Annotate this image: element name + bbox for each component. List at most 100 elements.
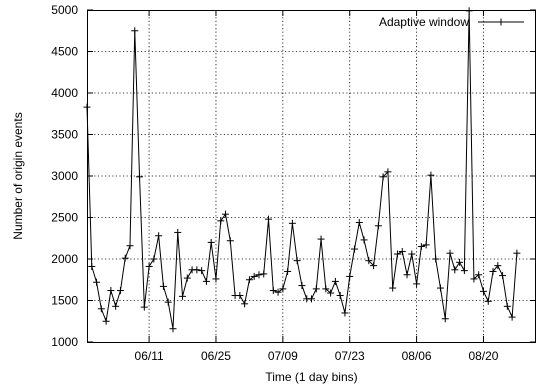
legend: Adaptive window xyxy=(379,15,524,29)
data-point xyxy=(274,288,282,296)
x-tick-label: 06/25 xyxy=(201,349,231,363)
x-axis: 06/11 06/25 07/09 07/23 08/06 08/20 xyxy=(135,10,499,363)
data-point xyxy=(179,292,187,300)
data-point xyxy=(494,262,502,270)
data-point xyxy=(465,7,473,15)
data-point xyxy=(403,271,411,279)
y-tick-label: 4000 xyxy=(51,86,78,100)
data-point xyxy=(159,282,167,290)
data-point xyxy=(389,284,397,292)
legend-point-mark xyxy=(497,18,505,26)
data-point xyxy=(393,250,401,258)
data-point xyxy=(308,295,315,303)
data-point xyxy=(484,297,492,305)
data-point xyxy=(346,272,354,280)
y-axis-label: Number of origin events xyxy=(11,112,25,239)
data-point xyxy=(212,275,220,283)
data-point xyxy=(413,280,421,288)
data-point xyxy=(470,275,478,283)
y-tick-label: 2500 xyxy=(51,211,78,225)
data-point xyxy=(193,266,201,274)
data-point xyxy=(417,243,425,251)
data-point xyxy=(336,292,344,300)
data-point xyxy=(107,287,115,295)
data-point xyxy=(331,277,339,285)
data-point xyxy=(112,302,120,310)
data-point xyxy=(432,255,440,263)
data-point xyxy=(164,298,172,306)
y-tick-label: 2000 xyxy=(51,252,78,266)
data-point xyxy=(350,245,358,253)
data-point xyxy=(312,285,320,293)
data-point xyxy=(126,242,134,250)
data-point xyxy=(150,255,158,263)
data-point xyxy=(236,292,244,300)
data-point xyxy=(446,249,454,257)
data-point xyxy=(365,257,373,265)
y-tick-label: 5000 xyxy=(51,3,78,17)
data-point xyxy=(245,276,253,284)
data-point xyxy=(422,241,430,249)
data-point xyxy=(121,254,129,262)
data-point xyxy=(250,272,258,280)
data-point xyxy=(83,103,91,111)
data-point xyxy=(140,303,148,311)
data-point xyxy=(174,228,182,236)
data-point xyxy=(279,285,287,293)
data-point xyxy=(202,277,210,285)
data-point xyxy=(508,313,516,321)
data-point xyxy=(226,237,234,245)
data-point xyxy=(217,217,225,225)
data-point xyxy=(460,267,468,275)
y-tick-label: 1000 xyxy=(51,335,78,349)
x-tick-label: 08/06 xyxy=(402,349,432,363)
grid xyxy=(87,10,536,342)
data-point xyxy=(298,282,306,290)
data-point xyxy=(489,267,497,275)
data-point xyxy=(88,262,96,270)
y-axis: 1000 1500 2000 2500 3000 3500 4000 4500 5000 xyxy=(51,3,536,349)
x-axis-label: Time (1 day bins) xyxy=(265,370,357,384)
data-point xyxy=(479,287,487,295)
data-point xyxy=(255,271,263,279)
data-point xyxy=(436,284,444,292)
y-tick-label: 3000 xyxy=(51,169,78,183)
data-point xyxy=(456,258,464,266)
data-point xyxy=(145,262,153,270)
data-point xyxy=(260,270,268,278)
data-point xyxy=(513,249,521,257)
data-point xyxy=(360,236,368,244)
data-point xyxy=(116,287,124,295)
data-point xyxy=(97,305,105,313)
data-point xyxy=(379,173,387,181)
data-point xyxy=(384,168,392,176)
data-point xyxy=(183,274,191,282)
data-point xyxy=(408,250,416,258)
x-tick-label: 06/11 xyxy=(135,349,164,363)
data-point xyxy=(136,173,144,181)
y-tick-label: 1500 xyxy=(51,294,78,308)
data-point xyxy=(322,285,330,293)
data-point xyxy=(265,215,273,223)
data-point xyxy=(93,278,101,286)
data-point xyxy=(284,267,292,275)
data-point xyxy=(293,257,301,265)
y-tick-label: 4500 xyxy=(51,45,78,59)
data-point xyxy=(370,262,378,270)
data-point xyxy=(475,271,483,279)
data-point xyxy=(355,218,363,226)
data-point xyxy=(317,235,325,243)
series-adaptive-window xyxy=(83,7,521,333)
data-point xyxy=(222,210,230,218)
data-point xyxy=(374,222,382,230)
y-tick-label: 3500 xyxy=(51,128,78,142)
data-point xyxy=(169,325,177,333)
legend-entry-label: Adaptive window xyxy=(379,15,469,29)
data-point xyxy=(341,309,349,317)
legend-marker xyxy=(497,18,505,26)
data-point xyxy=(155,232,163,240)
data-point xyxy=(503,302,511,310)
data-point xyxy=(269,287,277,295)
data-point xyxy=(451,266,459,274)
